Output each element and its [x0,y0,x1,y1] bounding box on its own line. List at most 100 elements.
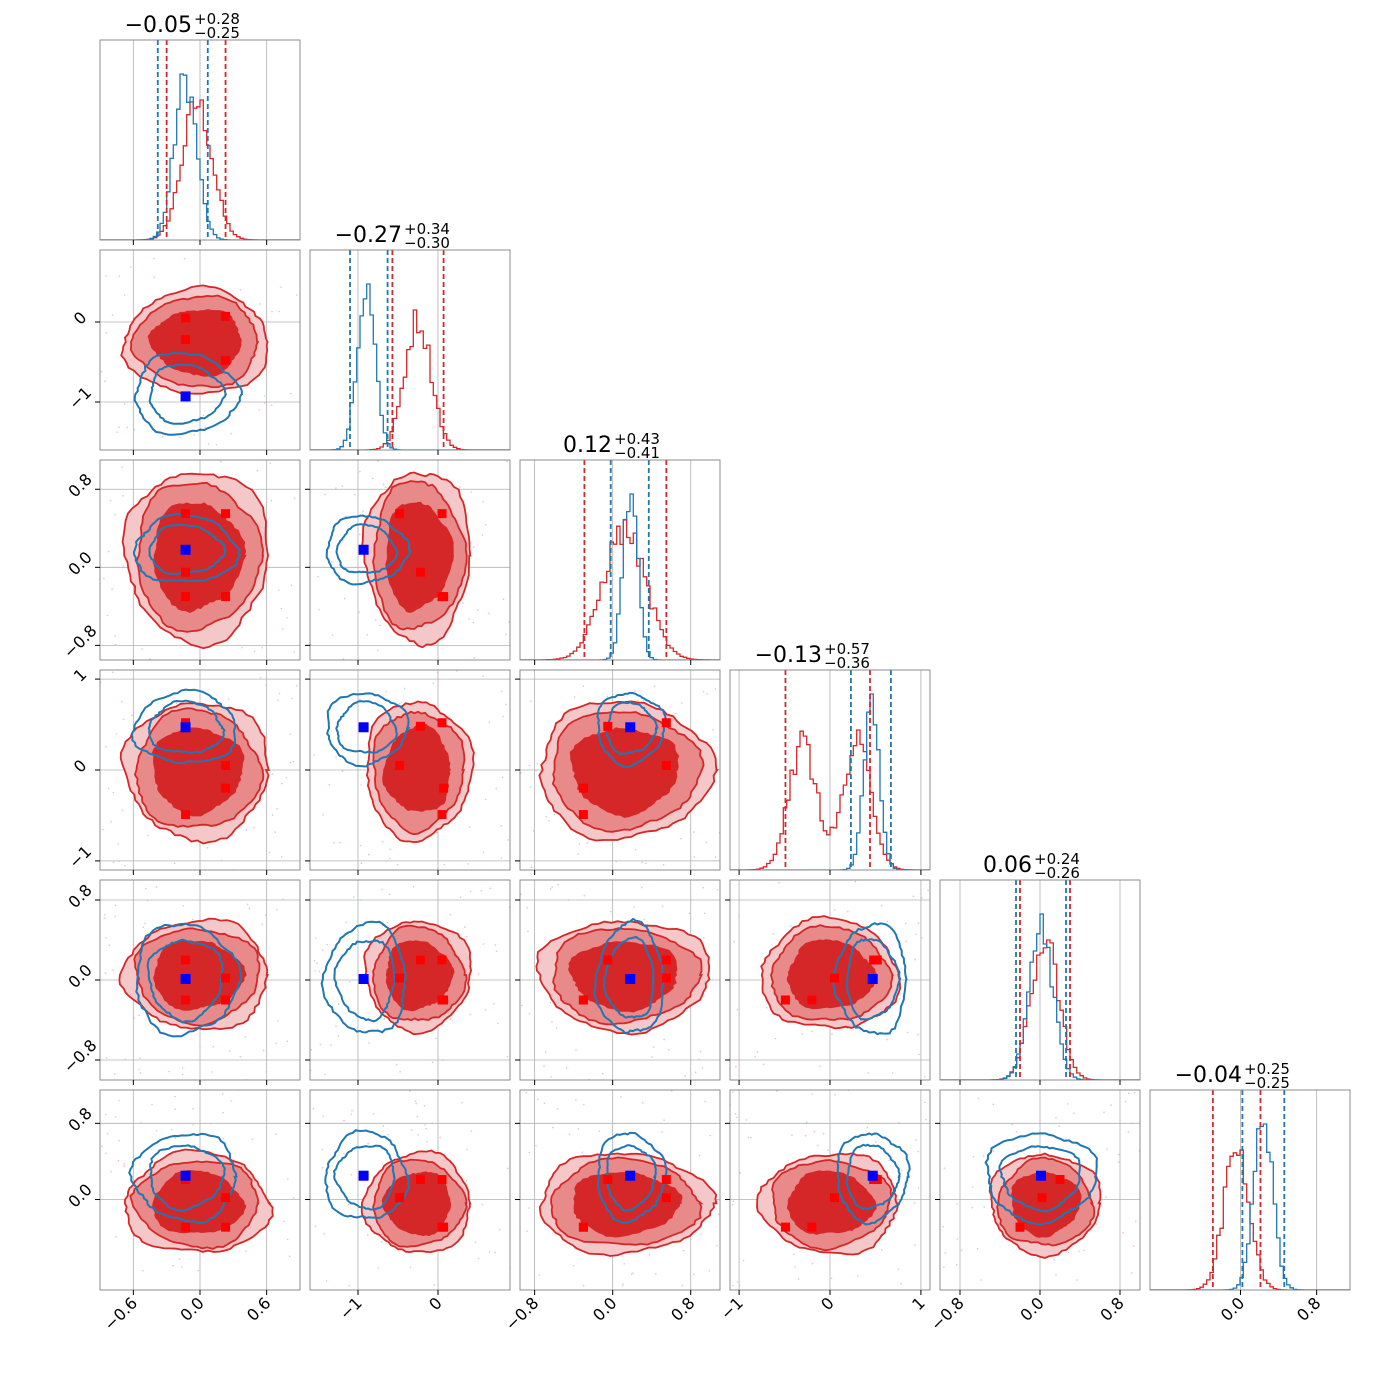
true-value-marker [867,974,878,984]
scatter-point [738,1284,741,1287]
scatter-point [634,848,637,851]
scatter-point [290,584,293,587]
panel-title: −0.05 [125,13,192,38]
scatter-point [675,712,677,715]
scatter-point [732,1091,734,1093]
scatter-point [468,826,471,828]
scatter-point [114,1073,116,1075]
y-tick-label: 0.8 [64,880,95,911]
scatter-point [917,922,920,924]
scatter-point [396,1063,398,1066]
scatter-point [482,851,485,854]
red-mode-marker [181,313,191,323]
scatter-point [488,721,491,723]
blue-contour-outer [133,351,243,436]
scatter-point [750,1136,752,1139]
scatter-point [747,1136,750,1139]
scatter-point [403,687,406,690]
scatter-point [1124,1100,1127,1103]
scatter-point [552,1126,554,1129]
y-tick-label: −1 [65,842,95,872]
panel-frame [1149,1089,1351,1291]
scatter-point [192,1124,194,1126]
blue-contour-outer [130,688,237,765]
scatter-point [681,1284,684,1287]
scatter-point [330,1044,332,1046]
red-mode-marker [1055,1175,1065,1185]
scatter-point [199,1046,201,1049]
scatter-point [582,685,585,688]
scatter-point [271,310,273,313]
scatter-point [535,770,537,772]
scatter-point [912,895,915,898]
scatter-point [754,1056,756,1058]
scatter-point [112,791,115,794]
scatter-point [502,715,504,718]
scatter-point [498,1228,501,1231]
scatter-point [375,619,377,621]
scatter-point [416,1115,419,1118]
red-mode-marker [221,355,231,365]
scatter-point [149,405,152,407]
scatter-point [317,575,319,578]
scatter-point [477,1257,480,1260]
scatter-point [501,776,504,779]
scatter-point [130,266,132,268]
scatter-point [322,814,324,816]
scatter-point [811,1262,814,1265]
scatter-point [906,1031,909,1034]
scatter-point [335,756,337,758]
red-mode-marker [807,1222,817,1232]
red-mode-marker [661,760,671,770]
scatter-point [259,303,261,305]
scatter-point [905,940,907,943]
scatter-point [293,651,295,653]
scatter-point [971,1206,974,1209]
scatter-point [762,1063,765,1066]
scatter-point [735,1059,737,1062]
scatter-point [107,787,110,790]
scatter-point [104,914,106,916]
red-mode-marker [603,955,613,965]
scatter-point [689,1007,691,1009]
scatter-point [389,848,391,851]
scatter-point [714,856,717,858]
scatter-point [337,1035,340,1037]
scatter-point [286,1040,289,1042]
blue-contour-outer [596,691,667,769]
scatter-point [556,1107,559,1110]
scatter-point [817,1144,819,1147]
scatter-point [472,621,474,624]
scatter-point [652,1046,655,1048]
true-value-marker [625,722,636,733]
scatter-point [286,617,288,619]
scatter-point [506,1167,509,1170]
scatter-point [380,1241,383,1243]
scatter-point [645,862,647,865]
scatter-point [465,1179,468,1182]
panel-title: 0.12 [563,433,612,458]
scatter-point [693,831,695,833]
scatter-point [653,685,656,687]
red-mode-marker [221,592,231,602]
scatter-point [1073,1112,1075,1115]
red-mode-marker [181,335,191,345]
panel-title: −0.04 [1175,1063,1242,1088]
true-value-marker [358,722,369,733]
scatter-point [789,925,792,927]
scatter-point [335,1025,337,1027]
red-mode-marker [780,1222,790,1232]
scatter-point [286,1238,289,1241]
scatter-point [360,862,363,865]
scatter-point [543,1102,546,1105]
scatter-point [122,494,124,497]
scatter-point [383,1018,385,1020]
x-tick-label: 0.0 [1016,1293,1047,1324]
red-mode-marker [603,721,613,731]
scatter-point [494,1251,496,1254]
scatter-point [924,1076,926,1078]
scatter-point [398,703,400,705]
scatter-point [315,937,317,939]
scatter-point [104,1113,107,1116]
scatter-point [381,841,384,843]
